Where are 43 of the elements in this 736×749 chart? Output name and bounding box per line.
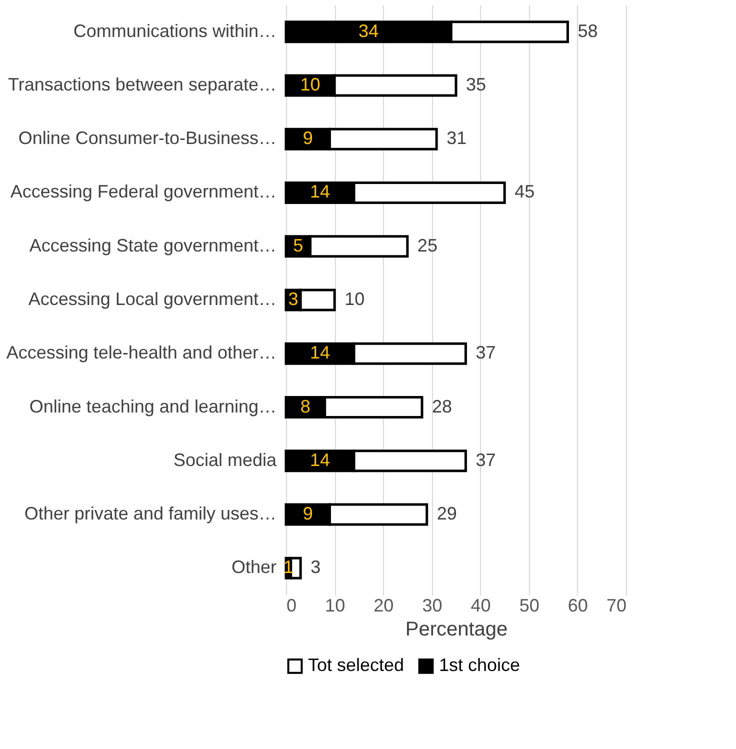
x-tick-label: 70 [606,596,626,616]
data-label: 9 [302,128,313,148]
data-label: 34 [358,20,379,41]
y-tick-label: Other [231,557,276,578]
y-tick-label: Accessing tele-health and other… [6,342,276,363]
x-tick-label: 40 [470,596,491,616]
total-label: 35 [466,74,486,94]
data-label: 5 [293,235,304,256]
y-tick-label: Online Consumer-to-Business… [18,128,276,148]
data-label: 14 [310,182,330,202]
y-tick-label: Accessing State government… [29,235,276,256]
total-label: 3 [310,557,321,578]
x-tick-label: 10 [325,596,346,616]
x-tick-label: 20 [374,596,394,616]
x-axis-title: Percentage [405,618,508,640]
total-label: 37 [476,450,496,470]
y-tick-label: Accessing Local government… [28,289,276,309]
y-tick-label: Communications within… [73,20,276,41]
x-tick-label: 50 [519,596,540,616]
y-tick-label: Social media [173,450,278,470]
x-tick-label: 30 [422,596,442,616]
total-label: 28 [432,396,452,416]
data-label: 14 [310,342,330,363]
y-tick-label: Transactions between separate… [8,74,276,94]
legend-label: Tot selected [308,655,404,676]
data-label: 8 [300,396,310,416]
x-tick-label: 60 [568,596,588,616]
total-label: 37 [476,342,496,363]
total-label: 58 [578,20,598,41]
data-label: 14 [310,450,330,470]
data-label: 10 [300,74,320,94]
total-label: 31 [446,128,467,148]
total-label: 10 [344,289,365,309]
legend-label: 1st choice [439,655,520,676]
total-label: 45 [514,182,535,202]
y-tick-label: Online teaching and learning… [29,396,276,416]
x-tick-label: 0 [286,596,297,616]
data-label: 9 [302,504,313,524]
total-label: 25 [417,235,438,256]
y-tick-label: Accessing Federal government… [10,182,276,202]
data-label: 3 [288,289,298,309]
y-tick-label: Other private and family uses… [24,504,276,524]
total-label: 29 [436,504,457,524]
